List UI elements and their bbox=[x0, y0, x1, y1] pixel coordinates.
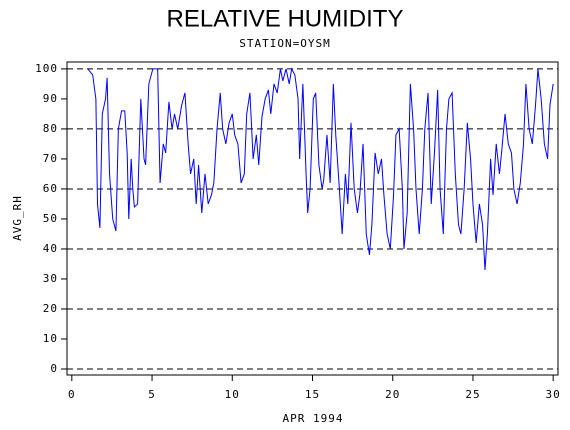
x-tick-label: 5 bbox=[148, 388, 156, 401]
y-tick-label: 0 bbox=[50, 362, 58, 375]
x-tick-label: 25 bbox=[465, 388, 480, 401]
x-tick-label: 10 bbox=[225, 388, 240, 401]
y-tick-label: 40 bbox=[43, 242, 58, 255]
y-tick-label: 10 bbox=[43, 332, 58, 345]
data-line bbox=[87, 67, 554, 270]
y-axis-label: AVG_RH bbox=[11, 195, 24, 241]
y-tick-label: 90 bbox=[43, 92, 58, 105]
x-tick-label: 0 bbox=[68, 388, 76, 401]
x-axis-label: APR 1994 bbox=[283, 412, 344, 425]
x-tick-label: 15 bbox=[305, 388, 320, 401]
y-tick-label: 20 bbox=[43, 302, 58, 315]
x-tick-label: 20 bbox=[385, 388, 400, 401]
y-tick-label: 50 bbox=[43, 212, 58, 225]
chart-title: RELATIVE HUMIDITY bbox=[167, 5, 404, 32]
y-tick-label: 70 bbox=[43, 152, 58, 165]
y-tick-label: 60 bbox=[43, 182, 58, 195]
y-tick-label: 30 bbox=[43, 272, 58, 285]
chart-subtitle: STATION=OYSM bbox=[239, 37, 330, 50]
y-tick-label: 80 bbox=[43, 122, 58, 135]
y-tick-label: 100 bbox=[35, 62, 58, 75]
x-tick-label: 30 bbox=[546, 388, 561, 401]
